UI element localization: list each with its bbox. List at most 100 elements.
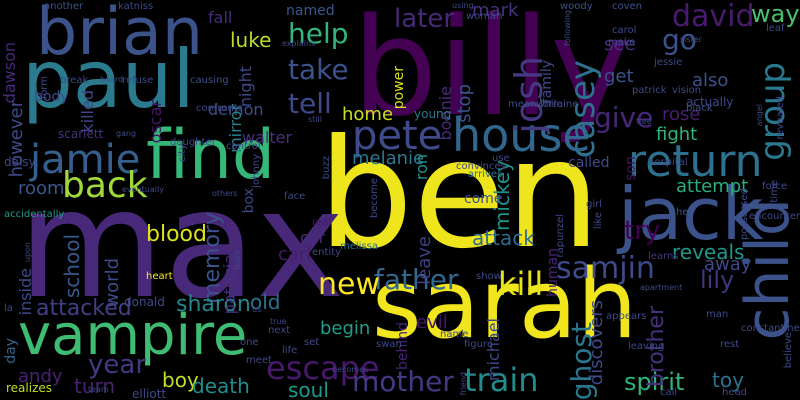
word-school: school	[60, 234, 84, 299]
word-form: form	[39, 76, 50, 100]
word-angel: angel	[755, 104, 764, 127]
word-soul: soul	[288, 378, 329, 400]
word-hospital: hospital	[648, 157, 688, 168]
word-refuse: refuse	[122, 75, 154, 86]
word-la: la	[4, 303, 13, 314]
word-year: year	[88, 350, 147, 380]
word-day: day	[3, 338, 19, 364]
word-learns: learns	[648, 251, 679, 262]
word-appears: appears	[606, 311, 647, 322]
word-entity: entity	[312, 247, 342, 258]
word-away: away	[704, 254, 752, 275]
word-johnny: johnny	[251, 154, 262, 188]
word-blood: blood	[146, 222, 207, 247]
word-inside: inside	[16, 268, 35, 316]
word-get: get	[604, 66, 634, 87]
word-become: become	[369, 178, 380, 219]
word-return: return	[628, 136, 763, 187]
word-us: us	[252, 305, 262, 314]
word-death: death	[192, 374, 250, 398]
word-find: find	[146, 116, 276, 195]
word-buzz: buzz	[321, 156, 332, 180]
word-help: help	[288, 17, 349, 50]
word-carl: carl	[278, 244, 312, 265]
word-room: room	[18, 178, 65, 199]
word-call: call	[660, 387, 678, 398]
word-daughter: daughter	[170, 137, 216, 148]
word-rapunzel: rapunzel	[555, 214, 566, 258]
word-also: also	[692, 70, 729, 91]
word-billy: billy	[352, 0, 631, 146]
word-katniss: katniss	[118, 1, 154, 12]
word-stop: stop	[454, 84, 475, 123]
word-leaving: leaving	[628, 341, 665, 352]
word-try: try	[624, 216, 661, 246]
word-life: life	[282, 345, 298, 356]
word-fight: fight	[656, 124, 698, 145]
word-turn: turn	[74, 374, 116, 398]
word-actually: actually	[686, 95, 734, 109]
word-patrick: patrick	[632, 85, 667, 96]
word-jamie: jamie	[30, 137, 141, 183]
word-causing: causing	[190, 75, 229, 86]
word-jack: jack	[618, 172, 764, 256]
word-begin: begin	[320, 318, 371, 339]
word-samjin: samjin	[556, 251, 655, 286]
word-brian: brian	[36, 0, 204, 70]
word-force: force	[762, 181, 788, 192]
word-paul: paul	[22, 33, 195, 126]
word-tell: tell	[288, 87, 332, 120]
word-swan: swan	[376, 339, 402, 350]
word-confronts: confronts	[196, 103, 243, 114]
word-back: back	[62, 165, 148, 206]
word-ron: ron	[412, 154, 431, 181]
word-give: give	[594, 101, 654, 134]
word-convinces: convinces	[456, 161, 506, 172]
word-demon: demon	[208, 100, 264, 119]
word-real: real	[312, 217, 331, 228]
word-david: david	[672, 0, 755, 34]
word-train: train	[464, 361, 539, 399]
word-family: family	[539, 60, 555, 104]
word-team: team	[88, 385, 109, 394]
word-vampire: vampire	[18, 303, 248, 368]
word-mark: mark	[472, 0, 519, 21]
word-time: time	[769, 180, 780, 203]
word-break: break	[60, 75, 89, 86]
word-old: old	[250, 290, 281, 314]
word-explains: explains	[282, 39, 316, 48]
word-apartment: apartment	[640, 283, 683, 292]
word-accidentally: accidentally	[4, 209, 65, 220]
word-realizes: realizes	[6, 381, 53, 395]
word-figure: figure	[464, 339, 494, 350]
word-heart: heart	[146, 271, 173, 282]
word-leaf: leaf	[766, 23, 785, 34]
word-use: use	[492, 153, 510, 164]
word-andy: andy	[18, 366, 63, 387]
word-way: way	[751, 0, 800, 28]
word-elliott: elliott	[132, 387, 167, 400]
word-body: body	[34, 89, 69, 105]
word-arrives: arrives	[468, 169, 503, 180]
word-pete: pete	[352, 113, 443, 159]
word-believe: believe	[783, 332, 794, 369]
word-rose: rose	[662, 104, 701, 125]
word-see: see	[604, 34, 636, 55]
word-head: head	[722, 387, 747, 398]
word-woody: woody	[560, 1, 593, 12]
word-house: house	[452, 108, 591, 162]
word-using: using	[452, 1, 474, 10]
word-meet: meet	[246, 355, 272, 366]
word-make: make	[608, 37, 636, 48]
word-spirit: spirit	[624, 368, 685, 396]
word-toy: toy	[712, 368, 744, 392]
word-rest: rest	[720, 339, 740, 350]
word-sister: sister	[680, 35, 702, 44]
word-lorraine: lorraine	[540, 99, 579, 110]
word-son: son	[623, 156, 639, 181]
word-another: another	[44, 1, 84, 12]
word-take: take	[288, 53, 349, 86]
word-called: called	[568, 155, 610, 171]
word-home: home	[342, 104, 394, 125]
